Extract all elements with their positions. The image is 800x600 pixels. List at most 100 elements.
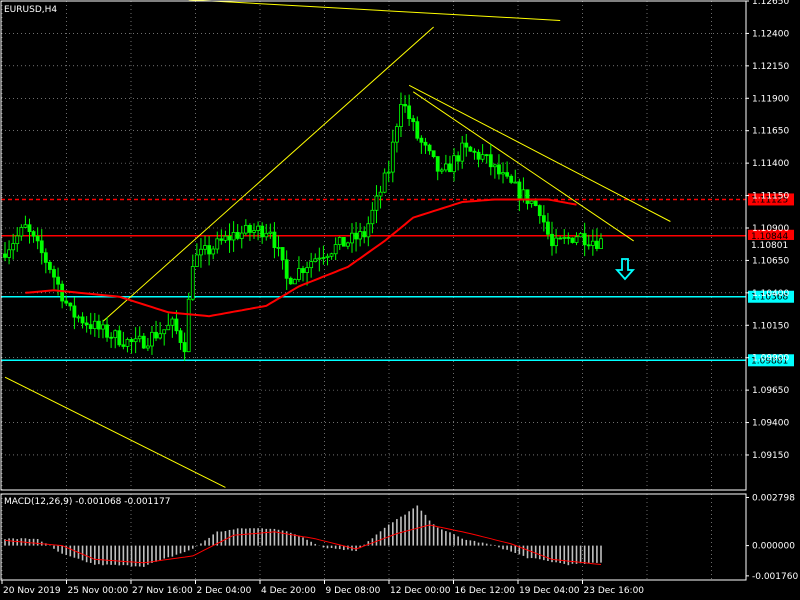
- candle-body: [252, 230, 256, 233]
- price-tick-label: 1.10400: [752, 289, 789, 299]
- candle-body: [452, 155, 456, 173]
- price-tick-label: 1.12150: [752, 62, 789, 72]
- candle-body: [513, 181, 518, 184]
- candle-body: [170, 318, 175, 326]
- candle-body: [337, 237, 342, 245]
- candle-body: [358, 231, 363, 240]
- candle-body: [554, 237, 558, 247]
- candle-body: [88, 324, 93, 330]
- candle-body: [52, 269, 56, 278]
- candle-body: [166, 324, 171, 331]
- level-price-tag: [748, 354, 794, 367]
- candle-body: [468, 146, 473, 152]
- candle-body: [231, 232, 236, 241]
- candle-body: [533, 200, 538, 206]
- horizontal-levels[interactable]: 1.11125 1.10844 1.10368 1.09881 1.10801: [1, 193, 794, 367]
- trendline: [188, 0, 561, 21]
- time-tick-label: 19 Dec 04:00: [519, 586, 580, 596]
- candle-body: [194, 254, 199, 267]
- candle-body: [562, 237, 567, 239]
- price-tick-label: 1.12650: [752, 0, 789, 7]
- candle-body: [80, 316, 85, 324]
- candle-body: [366, 223, 371, 238]
- candle-body: [39, 240, 44, 254]
- price-tick-label: 1.12400: [752, 29, 789, 39]
- candle-body: [239, 232, 244, 239]
- candle-body: [435, 156, 440, 172]
- candle-body: [411, 118, 416, 123]
- candle-body: [599, 238, 603, 249]
- macd-tick-label: 0.000000: [752, 542, 795, 552]
- candle-body: [460, 142, 465, 162]
- moving-average-line: [25, 198, 577, 318]
- price-tick-label: 1.09650: [752, 386, 789, 396]
- level-price-label: 1.10844: [751, 232, 788, 242]
- candle-body: [476, 151, 481, 160]
- candle-body: [570, 237, 575, 243]
- trendlines[interactable]: [4, 0, 671, 488]
- candle-body: [595, 240, 599, 249]
- price-tick-label: 1.10900: [752, 224, 789, 234]
- candle-body: [382, 172, 387, 193]
- candle-body: [15, 235, 20, 245]
- candle-body: [96, 320, 101, 330]
- candle-body: [137, 335, 142, 340]
- price-tick-label: 1.09900: [752, 354, 789, 364]
- candle-body: [399, 104, 403, 128]
- candle-body: [301, 268, 305, 274]
- candle-body: [407, 105, 412, 120]
- candle-body: [272, 231, 277, 248]
- candle-body: [182, 342, 187, 353]
- candle-body: [264, 232, 269, 238]
- candle-body: [448, 163, 452, 173]
- candle-body: [27, 224, 32, 233]
- price-tick-label: 1.11150: [752, 192, 789, 202]
- level-price-tag: [748, 229, 794, 242]
- candle-body: [113, 330, 118, 339]
- candle-body: [321, 257, 326, 259]
- candle-body: [256, 225, 260, 231]
- trendline: [102, 26, 434, 322]
- candle-body: [370, 209, 375, 225]
- level-price-label: 1.11125: [751, 195, 788, 205]
- candle-body: [3, 253, 7, 258]
- price-tick-label: 1.11900: [752, 94, 789, 104]
- candle-body: [501, 172, 505, 175]
- level-price-label: 1.09881: [751, 356, 788, 366]
- candle-body: [288, 277, 293, 285]
- candle-body: [60, 283, 65, 302]
- candle-body: [472, 150, 477, 153]
- level-price-tag: [748, 193, 794, 206]
- price-tick-label: 1.09150: [752, 451, 789, 461]
- candle-body: [509, 175, 514, 183]
- candle-body: [207, 245, 212, 255]
- down-arrow-icon: [614, 258, 636, 281]
- candle-body: [431, 150, 436, 157]
- candle-body: [68, 302, 73, 307]
- macd-pane: [4, 505, 602, 567]
- chart-frame: [0, 0, 747, 581]
- candle-body: [403, 104, 407, 107]
- candle-body: [141, 335, 146, 349]
- price-tick-label: 1.10150: [752, 321, 789, 331]
- candle-body: [313, 258, 318, 263]
- candle-body: [174, 318, 179, 332]
- candle-body: [186, 298, 191, 353]
- time-tick-label: 12 Dec 00:00: [390, 586, 451, 596]
- candle-body: [284, 259, 289, 279]
- time-tick-label: 20 Nov 2019: [3, 586, 61, 596]
- moving-average: [25, 198, 577, 318]
- candle-body: [386, 171, 391, 174]
- candle-body: [105, 324, 109, 338]
- price-tick-label: 1.11400: [752, 159, 789, 169]
- time-tick-label: 23 Dec 16:00: [584, 586, 645, 596]
- candle-body: [223, 235, 228, 241]
- candle-body: [480, 154, 485, 160]
- price-tick-label: 1.10650: [752, 256, 789, 266]
- candle-body: [590, 240, 595, 246]
- candle-body: [297, 268, 301, 280]
- candle-body: [378, 191, 383, 197]
- candle-body: [546, 221, 550, 235]
